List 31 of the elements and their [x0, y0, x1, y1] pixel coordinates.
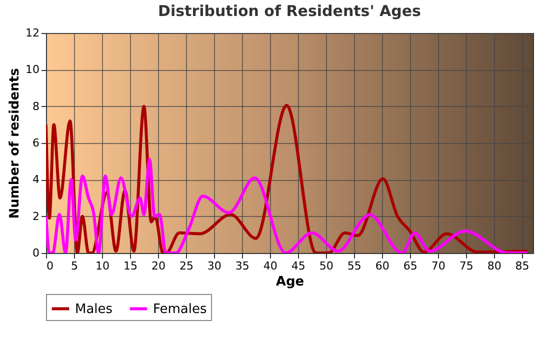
x-tick-label: 80: [487, 260, 502, 272]
x-tick-label: 15: [123, 260, 138, 272]
x-tick-label: 30: [207, 260, 222, 272]
legend-label: Males: [75, 302, 113, 317]
y-tick-label: 10: [26, 63, 40, 76]
x-tick-label: 25: [179, 260, 194, 272]
x-tick-label: 85: [515, 260, 530, 272]
x-tick-label: 75: [459, 260, 474, 272]
x-tick-label: 50: [319, 260, 334, 272]
x-tick-label: 5: [70, 260, 78, 272]
chart-title: Distribution of Residents' Ages: [158, 2, 422, 20]
y-axis-title: Number of residents: [8, 68, 23, 219]
x-tick-label: 20: [151, 260, 166, 272]
x-tick-label: 65: [403, 260, 418, 272]
line-series: [46, 158, 529, 253]
x-tick-label: 40: [263, 260, 278, 272]
x-axis-title: Age: [276, 274, 304, 290]
y-tick-label: 12: [26, 26, 40, 40]
x-tick-label: 55: [347, 260, 362, 272]
y-tick-label: 2: [32, 210, 40, 223]
legend-label: Females: [153, 302, 208, 317]
x-tick-label: 60: [375, 260, 390, 272]
x-tick-label: 0: [46, 260, 54, 272]
x-tick-label: 10: [95, 260, 110, 272]
y-tick-label: 8: [32, 100, 40, 113]
x-tick-label: 35: [235, 260, 250, 272]
y-tick-label: 4: [32, 173, 40, 186]
x-tick-label: 70: [431, 260, 446, 272]
y-tick-label: 6: [32, 136, 40, 150]
x-tick-label: 45: [291, 260, 306, 272]
y-tick-label: 0: [32, 246, 40, 260]
